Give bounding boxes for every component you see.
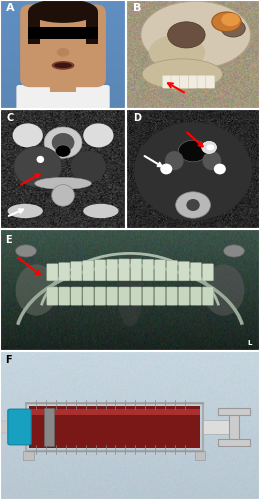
FancyBboxPatch shape bbox=[142, 259, 154, 281]
FancyBboxPatch shape bbox=[171, 75, 180, 88]
Ellipse shape bbox=[165, 151, 184, 170]
Ellipse shape bbox=[168, 22, 205, 48]
Ellipse shape bbox=[12, 124, 43, 148]
FancyBboxPatch shape bbox=[178, 287, 190, 305]
Ellipse shape bbox=[203, 264, 244, 316]
FancyBboxPatch shape bbox=[166, 260, 178, 281]
FancyBboxPatch shape bbox=[190, 262, 202, 281]
Ellipse shape bbox=[214, 164, 226, 174]
Text: A: A bbox=[6, 4, 15, 14]
Ellipse shape bbox=[176, 192, 210, 218]
Bar bbox=[29, 406, 200, 448]
Bar bbox=[86, 11, 98, 44]
FancyBboxPatch shape bbox=[59, 287, 70, 305]
Bar bbox=[28, 11, 40, 44]
Ellipse shape bbox=[28, 0, 98, 23]
Ellipse shape bbox=[224, 245, 244, 257]
Ellipse shape bbox=[16, 264, 57, 316]
FancyBboxPatch shape bbox=[162, 75, 171, 88]
Ellipse shape bbox=[206, 144, 214, 150]
Bar bbox=[26, 403, 203, 451]
Ellipse shape bbox=[24, 38, 31, 49]
Text: D: D bbox=[133, 112, 141, 122]
FancyBboxPatch shape bbox=[83, 260, 94, 281]
FancyBboxPatch shape bbox=[20, 4, 106, 87]
Ellipse shape bbox=[16, 245, 36, 257]
Ellipse shape bbox=[37, 156, 44, 163]
Ellipse shape bbox=[83, 124, 114, 148]
Ellipse shape bbox=[52, 133, 74, 152]
FancyBboxPatch shape bbox=[197, 75, 206, 88]
Bar bbox=[218, 439, 250, 446]
FancyBboxPatch shape bbox=[166, 287, 178, 305]
Ellipse shape bbox=[117, 254, 143, 326]
FancyBboxPatch shape bbox=[119, 287, 130, 305]
Ellipse shape bbox=[221, 20, 245, 37]
Text: C: C bbox=[6, 112, 14, 122]
Ellipse shape bbox=[149, 35, 205, 70]
Ellipse shape bbox=[212, 12, 241, 32]
Bar bbox=[229, 410, 239, 444]
Ellipse shape bbox=[202, 142, 217, 154]
FancyBboxPatch shape bbox=[154, 287, 166, 305]
FancyBboxPatch shape bbox=[8, 409, 31, 445]
Ellipse shape bbox=[52, 184, 74, 206]
FancyBboxPatch shape bbox=[154, 260, 166, 281]
Ellipse shape bbox=[203, 151, 221, 170]
Ellipse shape bbox=[54, 62, 72, 68]
Bar bbox=[195, 451, 205, 460]
Bar bbox=[28, 27, 98, 39]
Text: L: L bbox=[248, 340, 252, 346]
Bar bbox=[44, 408, 54, 447]
Ellipse shape bbox=[14, 146, 62, 187]
Ellipse shape bbox=[178, 140, 208, 162]
FancyBboxPatch shape bbox=[59, 262, 70, 281]
Text: F: F bbox=[5, 356, 12, 366]
FancyBboxPatch shape bbox=[188, 75, 197, 88]
FancyBboxPatch shape bbox=[71, 262, 82, 281]
FancyBboxPatch shape bbox=[95, 287, 106, 305]
Bar bbox=[29, 409, 200, 415]
Bar bbox=[218, 408, 250, 415]
FancyBboxPatch shape bbox=[131, 259, 142, 281]
Ellipse shape bbox=[134, 122, 252, 220]
FancyBboxPatch shape bbox=[178, 262, 190, 281]
FancyBboxPatch shape bbox=[202, 264, 213, 281]
Ellipse shape bbox=[44, 127, 82, 158]
FancyBboxPatch shape bbox=[71, 287, 82, 305]
Ellipse shape bbox=[71, 151, 106, 182]
Ellipse shape bbox=[57, 48, 69, 56]
Text: E: E bbox=[5, 235, 12, 245]
FancyBboxPatch shape bbox=[131, 287, 142, 305]
FancyBboxPatch shape bbox=[206, 75, 215, 88]
FancyBboxPatch shape bbox=[16, 85, 110, 111]
FancyBboxPatch shape bbox=[202, 287, 213, 305]
Ellipse shape bbox=[186, 199, 200, 211]
Ellipse shape bbox=[55, 145, 71, 157]
Bar bbox=[50, 74, 76, 92]
Ellipse shape bbox=[141, 1, 251, 68]
FancyBboxPatch shape bbox=[190, 287, 202, 305]
Text: B: B bbox=[133, 4, 141, 14]
Ellipse shape bbox=[52, 61, 74, 70]
FancyBboxPatch shape bbox=[83, 287, 94, 305]
FancyBboxPatch shape bbox=[180, 75, 189, 88]
Ellipse shape bbox=[142, 59, 223, 90]
FancyBboxPatch shape bbox=[107, 259, 118, 281]
FancyBboxPatch shape bbox=[107, 287, 118, 305]
Ellipse shape bbox=[8, 204, 43, 218]
Bar bbox=[0, 422, 13, 432]
Bar bbox=[203, 420, 234, 434]
Ellipse shape bbox=[35, 178, 92, 190]
Ellipse shape bbox=[95, 38, 102, 49]
FancyBboxPatch shape bbox=[95, 260, 106, 281]
FancyBboxPatch shape bbox=[119, 259, 130, 281]
Ellipse shape bbox=[83, 204, 119, 218]
FancyBboxPatch shape bbox=[47, 264, 58, 281]
Ellipse shape bbox=[221, 13, 240, 26]
Bar bbox=[23, 451, 34, 460]
Ellipse shape bbox=[160, 164, 172, 174]
FancyBboxPatch shape bbox=[142, 287, 154, 305]
FancyBboxPatch shape bbox=[47, 287, 58, 305]
